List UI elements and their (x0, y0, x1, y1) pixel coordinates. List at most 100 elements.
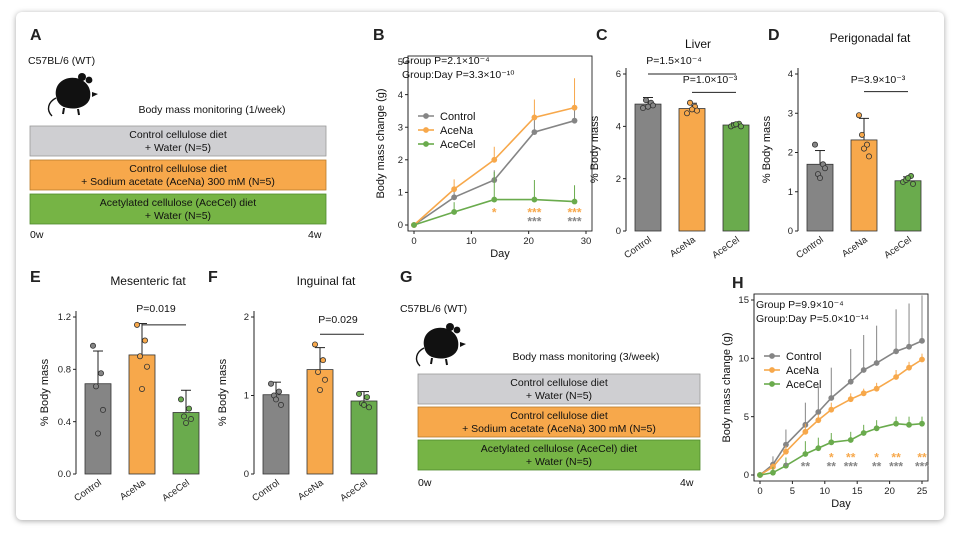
significance-mark: ** (827, 460, 837, 474)
y-tick-label: 0.8 (58, 365, 71, 376)
data-point-acena (687, 99, 694, 106)
data-point-acecel (873, 425, 880, 432)
data-point-acena (491, 156, 498, 163)
y-axis-title: % Body mass (39, 358, 51, 426)
acecel-diet-box (417, 439, 701, 471)
chart-title: Perigonadal fat (830, 31, 911, 45)
data-point-acena (139, 385, 146, 392)
panel-b-stat-group: Group P=2.1×10⁻⁴ (402, 55, 490, 67)
data-point-acecel (182, 419, 189, 426)
data-point-control (828, 395, 835, 401)
data-point-acena (571, 104, 578, 111)
chart-c-liver: 0 2 4 6 % Body mass Liver Control AceNa AceCel (589, 37, 750, 261)
data-point-control (650, 102, 657, 109)
x-tick-label: Control (794, 234, 825, 261)
x-tick-label: AceCel (160, 477, 191, 504)
x-tick-label: AceNa (296, 477, 326, 503)
y-axis-title: % Body mass (589, 115, 601, 183)
data-point-acecel (411, 222, 417, 228)
data-point-acecel (180, 413, 187, 420)
legend-label-acena: AceNa (786, 365, 820, 377)
significance-mark: ** (917, 451, 927, 465)
panel-f-bracket-label: P=0.029 (318, 314, 358, 326)
chart-d-perigonadal-fat: 0 1 2 3 4 % Body mass Perigonadal fat Control Ac… (761, 31, 922, 261)
data-point-control (95, 430, 102, 437)
significance-mark: *** (889, 460, 903, 474)
data-point-acena (802, 428, 809, 435)
y-axis-title: Body mass change (g) (721, 332, 733, 442)
legend-marker-acecel (423, 141, 429, 147)
legend-label-acena: AceNa (440, 125, 474, 137)
data-point-acena (314, 368, 321, 375)
significance-mark: *** (844, 460, 858, 474)
data-point-acena (893, 374, 899, 380)
y-tick-label: 1.2 (58, 312, 71, 323)
mouse-icon (47, 73, 98, 117)
data-point-control (451, 194, 458, 201)
x-tick-label: AceCel (882, 234, 913, 261)
chart-f-inguinal-fat: 0 1 2 % Body mass Inguinal fat Control AceNa Ac… (217, 274, 378, 504)
data-point-control (817, 175, 824, 182)
legend-label-acecel: AceCel (440, 139, 475, 151)
data-point-acecel (177, 396, 184, 403)
data-point-acena (856, 112, 863, 119)
data-point-control (275, 388, 282, 395)
panel-label-c: C (596, 27, 608, 44)
acecel-diet-line2: + Water (N=5) (526, 456, 592, 468)
data-point-acecel (910, 180, 917, 187)
data-point-acena (860, 390, 867, 397)
data-point-acecel (355, 390, 362, 397)
control-diet-line2: + Water (N=5) (526, 390, 592, 402)
data-point-acecel (185, 405, 192, 412)
bar-acena (850, 139, 878, 232)
data-point-control (93, 383, 100, 390)
data-point-control (919, 337, 925, 344)
data-point-control (272, 396, 279, 403)
x-tick-label: 20 (884, 486, 895, 497)
panel-d-bracket-label: P=3.9×10⁻³ (851, 74, 906, 86)
panel-h-stat-groupday: Group:Day P=5.0×10⁻¹⁴ (756, 313, 869, 325)
panel-g: G C57BL/6 (WT) Body mass monitoring (3/w… (400, 269, 701, 489)
significance-mark: *** (527, 215, 541, 229)
data-point-acena (783, 448, 789, 455)
data-point-acena (142, 337, 149, 344)
data-point-control (812, 141, 819, 148)
data-point-acena (684, 110, 691, 117)
significance-mark: ** (846, 451, 856, 465)
data-point-acena (864, 141, 871, 148)
y-tick-label: 15 (738, 295, 749, 306)
panel-g-strain: C57BL/6 (WT) (400, 303, 467, 315)
y-tick-label: 2 (398, 155, 403, 166)
data-point-acena (316, 387, 323, 394)
data-point-control (90, 342, 97, 349)
y-tick-label: 3 (788, 108, 793, 119)
acena-diet-line1: Control cellulose diet (510, 410, 608, 422)
y-tick-label: 5 (398, 57, 403, 68)
bar-control (262, 394, 290, 475)
data-point-acecel (491, 196, 498, 203)
acena-diet-line2: + Sodium acetate (AceNa) 300 mM (N=5) (81, 176, 275, 188)
y-tick-label: 0 (616, 226, 621, 237)
panel-h-stat-group: Group P=9.9×10⁻⁴ (756, 299, 844, 311)
data-point-acecel (187, 416, 194, 423)
y-tick-label: 0.4 (58, 417, 71, 428)
data-point-control (815, 409, 822, 415)
significance-mark: * (492, 206, 497, 220)
panel-a: A C57BL/6 (WT) Body mass monitoring (1/w… (28, 27, 327, 241)
control-diet-box (29, 125, 327, 157)
figure-frame: A C57BL/6 (WT) Body mass monitoring (1/w… (16, 12, 944, 520)
x-tick-label: 10 (820, 486, 831, 497)
data-point-acena (311, 341, 318, 348)
significance-mark: * (874, 451, 879, 465)
data-point-control (267, 380, 274, 387)
control-diet-line1: Control cellulose diet (510, 377, 608, 389)
data-point-acena (861, 145, 868, 152)
x-tick-label: AceNa (840, 234, 870, 260)
data-point-acena (451, 186, 458, 193)
x-tick-label: 0 (757, 486, 762, 497)
significance-mark: *** (915, 460, 929, 474)
panel-label-h: H (732, 275, 744, 292)
data-point-acena (859, 131, 866, 138)
panel-e-bracket-label: P=0.019 (136, 303, 176, 315)
y-tick-label: 4 (616, 122, 621, 133)
